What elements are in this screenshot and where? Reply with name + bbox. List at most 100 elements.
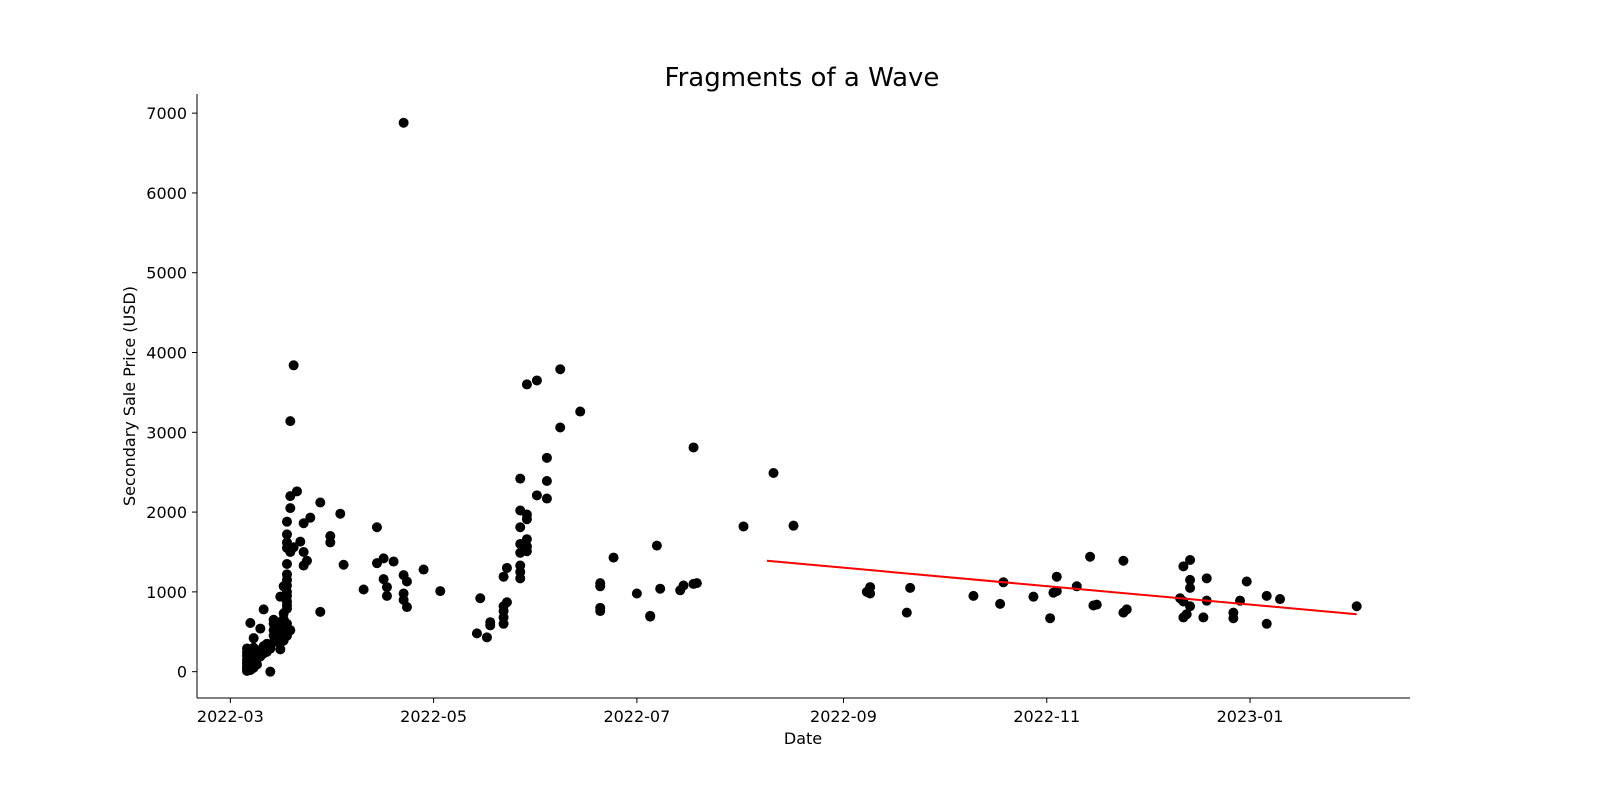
y-tick-label: 3000: [146, 423, 187, 442]
data-point: [295, 536, 306, 547]
data-point: [555, 364, 566, 375]
data-point: [1091, 599, 1102, 610]
data-point: [531, 375, 542, 386]
data-point: [305, 512, 316, 523]
x-tick-label: 2023-01: [1217, 707, 1284, 726]
data-point: [541, 493, 552, 504]
data-point: [531, 490, 542, 501]
data-point: [281, 516, 292, 527]
data-point: [1121, 604, 1132, 615]
x-tick-label: 2022-05: [400, 707, 467, 726]
data-point: [315, 606, 326, 617]
data-point: [265, 666, 276, 677]
y-tick-label: 6000: [146, 184, 187, 203]
data-point: [298, 518, 309, 529]
data-point: [1085, 551, 1096, 562]
data-point: [1181, 609, 1192, 620]
data-point: [378, 574, 389, 585]
data-point: [521, 541, 532, 552]
data-point: [901, 607, 912, 618]
data-point: [1028, 591, 1039, 602]
data-point: [298, 546, 309, 557]
data-point: [521, 379, 532, 390]
data-point: [691, 578, 702, 589]
data-point: [608, 552, 619, 563]
data-point: [651, 540, 662, 551]
data-point: [515, 473, 526, 484]
data-point: [398, 117, 409, 128]
x-tick-label: 2022-11: [1013, 707, 1080, 726]
x-tick-label: 2022-03: [197, 707, 264, 726]
data-point: [248, 633, 259, 644]
y-tick-label: 7000: [146, 104, 187, 123]
data-point: [1185, 582, 1196, 593]
data-point: [1185, 601, 1196, 612]
data-point: [281, 529, 292, 540]
data-point: [645, 610, 656, 621]
data-point: [968, 590, 979, 601]
y-tick-label: 1000: [146, 583, 187, 602]
data-point: [338, 559, 349, 570]
data-point: [1275, 594, 1286, 605]
data-point: [255, 623, 266, 634]
x-axis-ticks: 2022-03 2022-05 2022-07 2022-09 2022-11 2023-…: [197, 698, 1284, 726]
y-tick-label: 5000: [146, 264, 187, 283]
data-point: [678, 580, 689, 591]
data-point: [288, 542, 299, 553]
data-point: [285, 625, 296, 636]
data-point: [281, 569, 292, 580]
y-axis-ticks: 0 1000 2000 3000 4000 5000 6000 7000: [146, 104, 197, 682]
data-point: [401, 576, 412, 587]
data-point: [498, 571, 509, 582]
data-point: [521, 534, 532, 545]
data-point: [1261, 618, 1272, 629]
data-point: [1241, 576, 1252, 587]
data-point: [481, 632, 492, 643]
data-point: [381, 590, 392, 601]
data-point: [995, 598, 1006, 609]
data-point: [1185, 554, 1196, 565]
data-point: [378, 553, 389, 564]
data-point: [281, 558, 292, 569]
data-point: [1185, 574, 1196, 585]
data-point: [1051, 586, 1062, 597]
data-point: [398, 588, 409, 599]
x-tick-label: 2022-07: [603, 707, 670, 726]
data-point: [288, 360, 299, 371]
data-point: [471, 628, 482, 639]
data-point: [1228, 607, 1239, 618]
data-point: [291, 486, 302, 497]
data-point: [371, 522, 382, 533]
data-point: [258, 604, 269, 615]
trend-line: [766, 559, 1357, 616]
data-point: [655, 583, 666, 594]
y-tick-label: 0: [177, 663, 187, 682]
data-point: [301, 555, 312, 566]
data-points: [241, 117, 1362, 677]
data-point: [1201, 573, 1212, 584]
data-point: [358, 584, 369, 595]
data-point: [285, 416, 296, 427]
data-point: [1198, 612, 1209, 623]
data-point: [905, 582, 916, 593]
data-point: [335, 508, 346, 519]
data-point: [595, 602, 606, 613]
data-point: [315, 497, 326, 508]
data-point: [501, 597, 512, 608]
data-point: [245, 617, 256, 628]
data-point: [515, 560, 526, 571]
data-point: [738, 521, 749, 532]
x-tick-label: 2022-09: [810, 707, 877, 726]
data-point: [515, 522, 526, 533]
data-point: [435, 586, 446, 597]
y-tick-label: 2000: [146, 503, 187, 522]
data-point: [555, 422, 566, 433]
data-point: [541, 475, 552, 486]
data-point: [401, 602, 412, 613]
y-axis-label: Secondary Sale Price (USD): [120, 286, 139, 506]
data-point: [521, 509, 532, 520]
data-point: [388, 556, 399, 567]
data-point: [768, 467, 779, 478]
y-tick-label: 4000: [146, 344, 187, 363]
data-point: [595, 578, 606, 589]
